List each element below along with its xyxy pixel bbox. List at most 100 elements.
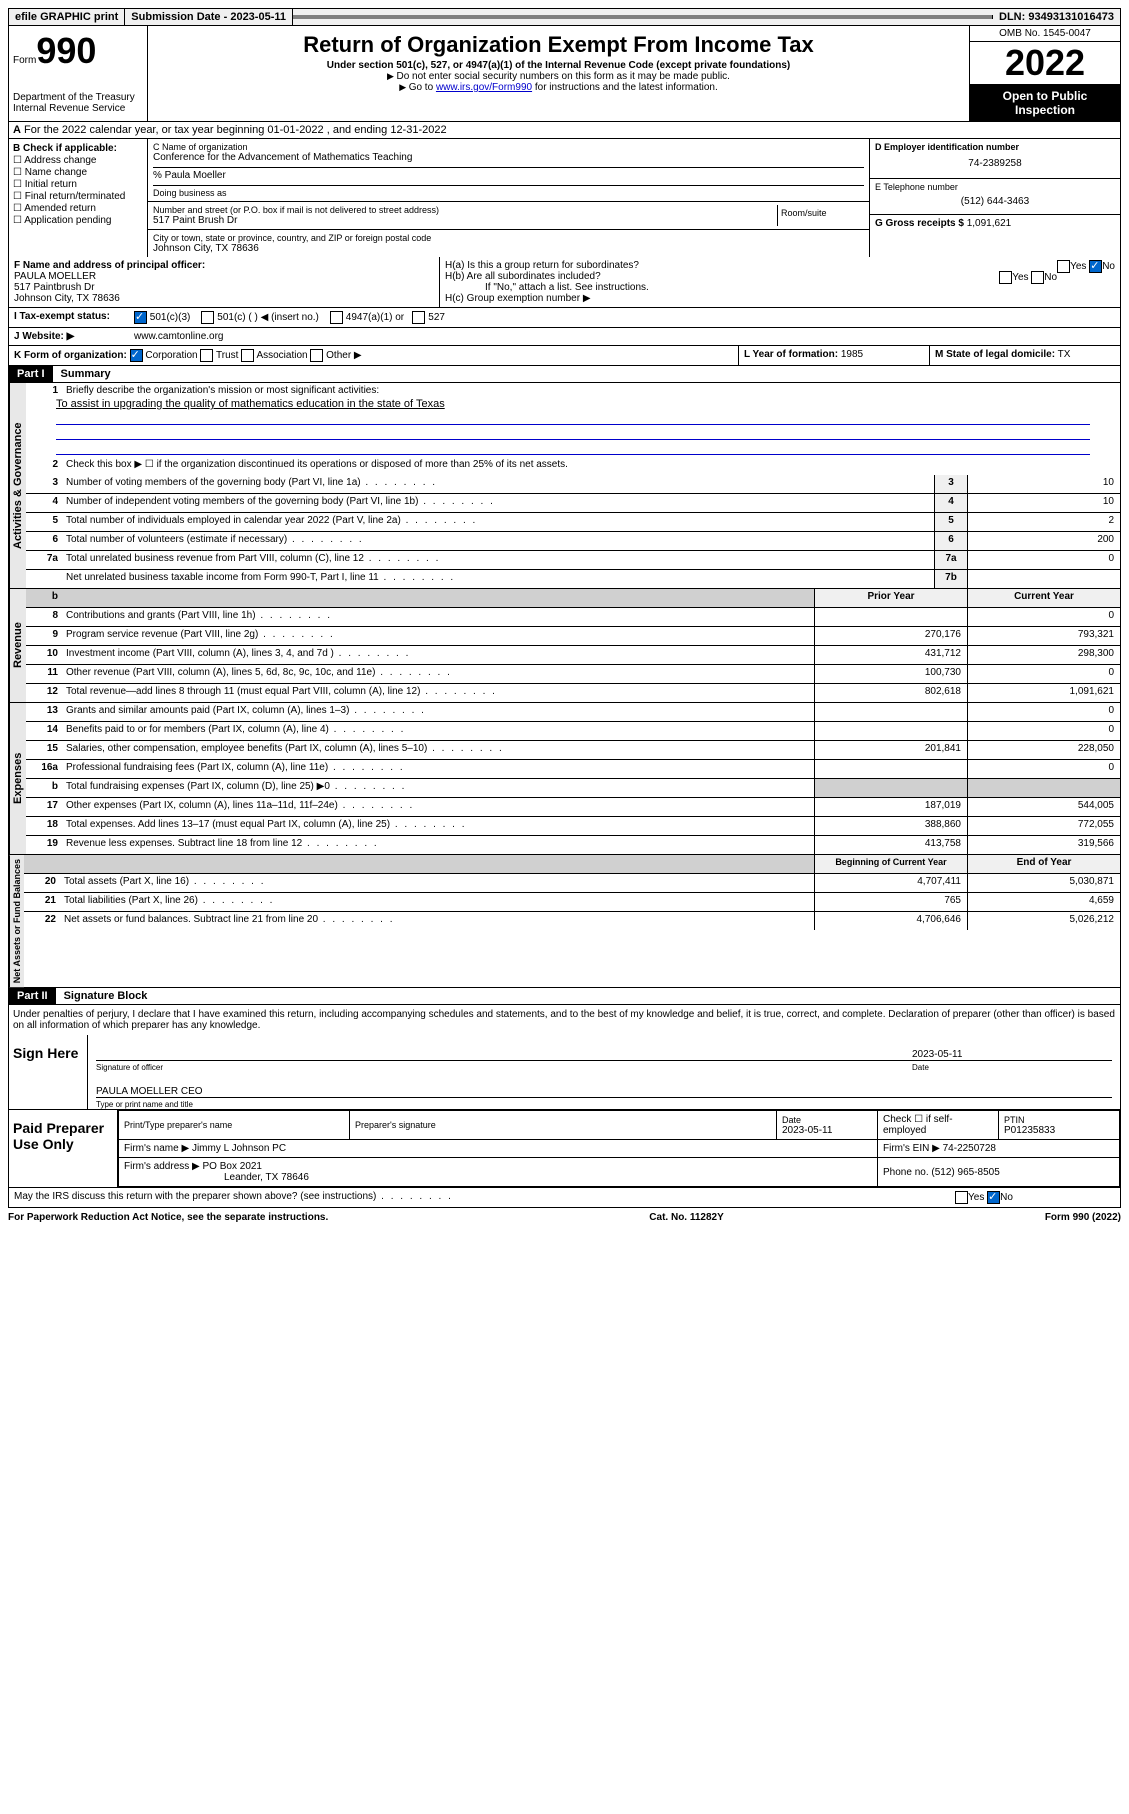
discuss-no-cb[interactable] — [987, 1191, 1000, 1204]
prep-date-lbl: Date — [782, 1115, 872, 1125]
top-bar-spacer — [293, 15, 993, 19]
rev-spacer — [62, 589, 814, 607]
c-label: C Name of organization — [153, 142, 864, 152]
data-line: 13Grants and similar amounts paid (Part … — [26, 703, 1120, 722]
ha-no-cb[interactable] — [1089, 260, 1102, 273]
ein-cell: D Employer identification number 74-2389… — [870, 139, 1120, 179]
data-line: 19Revenue less expenses. Subtract line 1… — [26, 836, 1120, 854]
rev-b: b — [26, 589, 62, 607]
part1-title: Summary — [53, 366, 119, 382]
ein-value: 74-2389258 — [875, 152, 1115, 175]
h-section: H(a) Is this a group return for subordin… — [440, 257, 1120, 307]
header-left: Form990 Department of the Treasury Inter… — [9, 26, 148, 121]
cb-corp[interactable] — [130, 349, 143, 362]
cb-527[interactable] — [412, 311, 425, 324]
firm-addr1: PO Box 2021 — [203, 1161, 262, 1172]
k-l-m-row: K Form of organization: Corporation Trus… — [8, 346, 1121, 366]
side-expenses: Expenses — [9, 703, 26, 854]
form-number: 990 — [36, 30, 96, 71]
firm-ein-label: Firm's EIN ▶ — [883, 1143, 940, 1154]
discuss-yes-cb[interactable] — [955, 1191, 968, 1204]
ptin-value: P01235833 — [1004, 1125, 1055, 1136]
sig-name: PAULA MOELLER CEO — [96, 1074, 1112, 1098]
right-info: D Employer identification number 74-2389… — [869, 139, 1120, 257]
sig-date: 2023-05-11 — [912, 1049, 1112, 1060]
hc-line: H(c) Group exemption number ▶ — [445, 293, 1115, 304]
data-line: 8Contributions and grants (Part VIII, li… — [26, 608, 1120, 627]
irs-link[interactable]: www.irs.gov/Form990 — [436, 82, 532, 93]
header-mid: Return of Organization Exempt From Incom… — [148, 26, 969, 121]
check-applicable: B Check if applicable: ☐ Address change … — [9, 139, 148, 257]
ha-line: H(a) Is this a group return for subordin… — [445, 260, 1115, 271]
k-label: K Form of organization: — [14, 350, 127, 361]
data-line: 12Total revenue—add lines 8 through 11 (… — [26, 684, 1120, 702]
firm-name: Jimmy L Johnson PC — [192, 1143, 286, 1154]
k-cell: K Form of organization: Corporation Trus… — [9, 346, 739, 365]
phone-cell: E Telephone number (512) 644-3463 — [870, 179, 1120, 215]
gov-line: 6Total number of volunteers (estimate if… — [26, 532, 1120, 551]
cb-amended[interactable]: ☐ Amended return — [13, 203, 143, 214]
firm-addr2: Leander, TX 78646 — [124, 1172, 309, 1183]
street-value: 517 Paint Brush Dr — [153, 215, 777, 226]
officer-row: F Name and address of principal officer:… — [8, 257, 1121, 308]
sig-officer-label: Signature of officer — [96, 1063, 912, 1072]
col-begin: Beginning of Current Year — [814, 855, 967, 873]
org-info: C Name of organization Conference for th… — [148, 139, 869, 257]
prep-name-label: Print/Type preparer's name — [124, 1120, 344, 1130]
sign-here-block: Sign Here 2023-05-11 Signature of office… — [8, 1035, 1121, 1110]
summary-governance: Activities & Governance 1 Briefly descri… — [8, 383, 1121, 589]
line2-num: 2 — [26, 457, 62, 475]
summary-revenue: Revenue b Prior Year Current Year 8Contr… — [8, 589, 1121, 703]
cb-4947[interactable] — [330, 311, 343, 324]
cb-pending[interactable]: ☐ Application pending — [13, 215, 143, 226]
cb-other[interactable] — [310, 349, 323, 362]
org-name: Conference for the Advancement of Mathem… — [153, 152, 864, 163]
sign-here-label: Sign Here — [9, 1035, 88, 1109]
street-cell: Number and street (or P.O. box if mail i… — [148, 202, 869, 230]
open-public-badge: Open to Public Inspection — [970, 85, 1120, 121]
data-line: bTotal fundraising expenses (Part IX, co… — [26, 779, 1120, 798]
g-label: G Gross receipts $ — [875, 218, 964, 229]
hb-yes-cb[interactable] — [999, 271, 1012, 284]
line2-text: Check this box ▶ ☐ if the organization d… — [62, 457, 1120, 475]
prep-sig-label: Preparer's signature — [355, 1120, 771, 1130]
prep-date: 2023-05-11 — [782, 1125, 832, 1136]
line-a: A For the 2022 calendar year, or tax yea… — [8, 122, 1121, 139]
ha-yes-cb[interactable] — [1057, 260, 1070, 273]
data-line: 21Total liabilities (Part X, line 26)765… — [24, 893, 1120, 912]
data-line: 17Other expenses (Part IX, column (A), l… — [26, 798, 1120, 817]
cat-number: Cat. No. 11282Y — [649, 1212, 723, 1223]
city-value: Johnson City, TX 78636 — [153, 243, 864, 254]
f-label: F Name and address of principal officer: — [14, 260, 205, 271]
top-bar: efile GRAPHIC print Submission Date - 20… — [8, 8, 1121, 26]
side-governance: Activities & Governance — [9, 383, 26, 588]
form-note2: Go to www.irs.gov/Form990 for instructio… — [152, 82, 965, 93]
summary-netassets: Net Assets or Fund Balances Beginning of… — [8, 855, 1121, 988]
col-prior: Prior Year — [814, 589, 967, 607]
cb-trust[interactable] — [200, 349, 213, 362]
tax-year: 2022 — [970, 42, 1120, 85]
data-line: 22Net assets or fund balances. Subtract … — [24, 912, 1120, 930]
header-right: OMB No. 1545-0047 2022 Open to Public In… — [969, 26, 1120, 121]
efile-label: efile GRAPHIC print — [9, 9, 125, 25]
part2-header: Part II — [9, 988, 56, 1004]
cb-501c3[interactable] — [134, 311, 147, 324]
paid-label: Paid Preparer Use Only — [9, 1110, 118, 1187]
hb-no-cb[interactable] — [1031, 271, 1044, 284]
cb-final[interactable]: ☐ Final return/terminated — [13, 191, 143, 202]
form-subtitle: Under section 501(c), 527, or 4947(a)(1)… — [152, 60, 965, 71]
dept-label: Department of the Treasury — [13, 92, 143, 103]
tax-status-row: I Tax-exempt status: 501(c)(3) 501(c) ( … — [8, 308, 1121, 328]
irs-label: Internal Revenue Service — [13, 103, 143, 114]
cb-address[interactable]: ☐ Address change — [13, 155, 143, 166]
cb-initial[interactable]: ☐ Initial return — [13, 179, 143, 190]
street-label: Number and street (or P.O. box if mail i… — [153, 205, 777, 215]
net-spacer-t — [60, 855, 814, 873]
cb-501c[interactable] — [201, 311, 214, 324]
line1-label: Briefly describe the organization's miss… — [62, 383, 1120, 398]
discuss-row: May the IRS discuss this return with the… — [8, 1188, 1121, 1208]
cb-name[interactable]: ☐ Name change — [13, 167, 143, 178]
summary-expenses: Expenses 13Grants and similar amounts pa… — [8, 703, 1121, 855]
cb-assoc[interactable] — [241, 349, 254, 362]
data-line: 9Program service revenue (Part VIII, lin… — [26, 627, 1120, 646]
